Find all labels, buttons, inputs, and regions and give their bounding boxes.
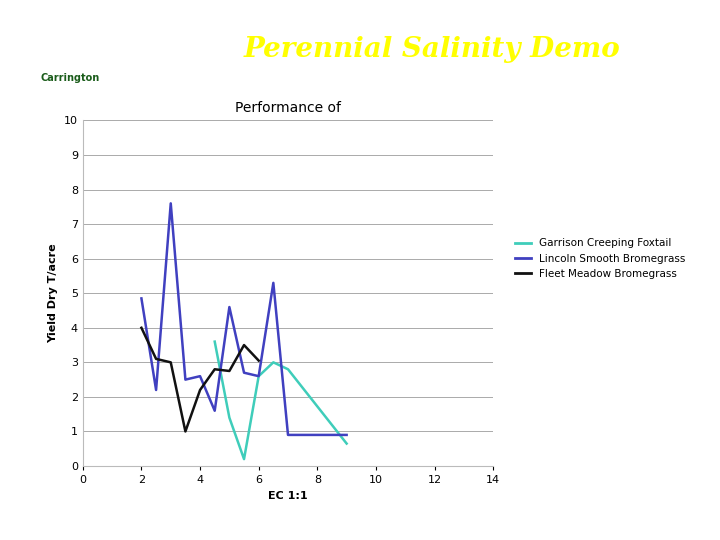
- Text: Perennial Salinity Demo: Perennial Salinity Demo: [243, 37, 621, 64]
- Y-axis label: Yield Dry T/acre: Yield Dry T/acre: [48, 244, 58, 343]
- X-axis label: EC 1:1: EC 1:1: [268, 491, 308, 501]
- Text: Growing our food, feed, fiber, fuel: Growing our food, feed, fiber, fuel: [459, 514, 698, 528]
- Legend: Garrison Creeping Foxtail, Lincoln Smooth Bromegrass, Fleet Meadow Bromegrass: Garrison Creeping Foxtail, Lincoln Smoot…: [510, 234, 689, 283]
- Text: Carrington: Carrington: [40, 73, 100, 83]
- Title: Performance of: Performance of: [235, 101, 341, 115]
